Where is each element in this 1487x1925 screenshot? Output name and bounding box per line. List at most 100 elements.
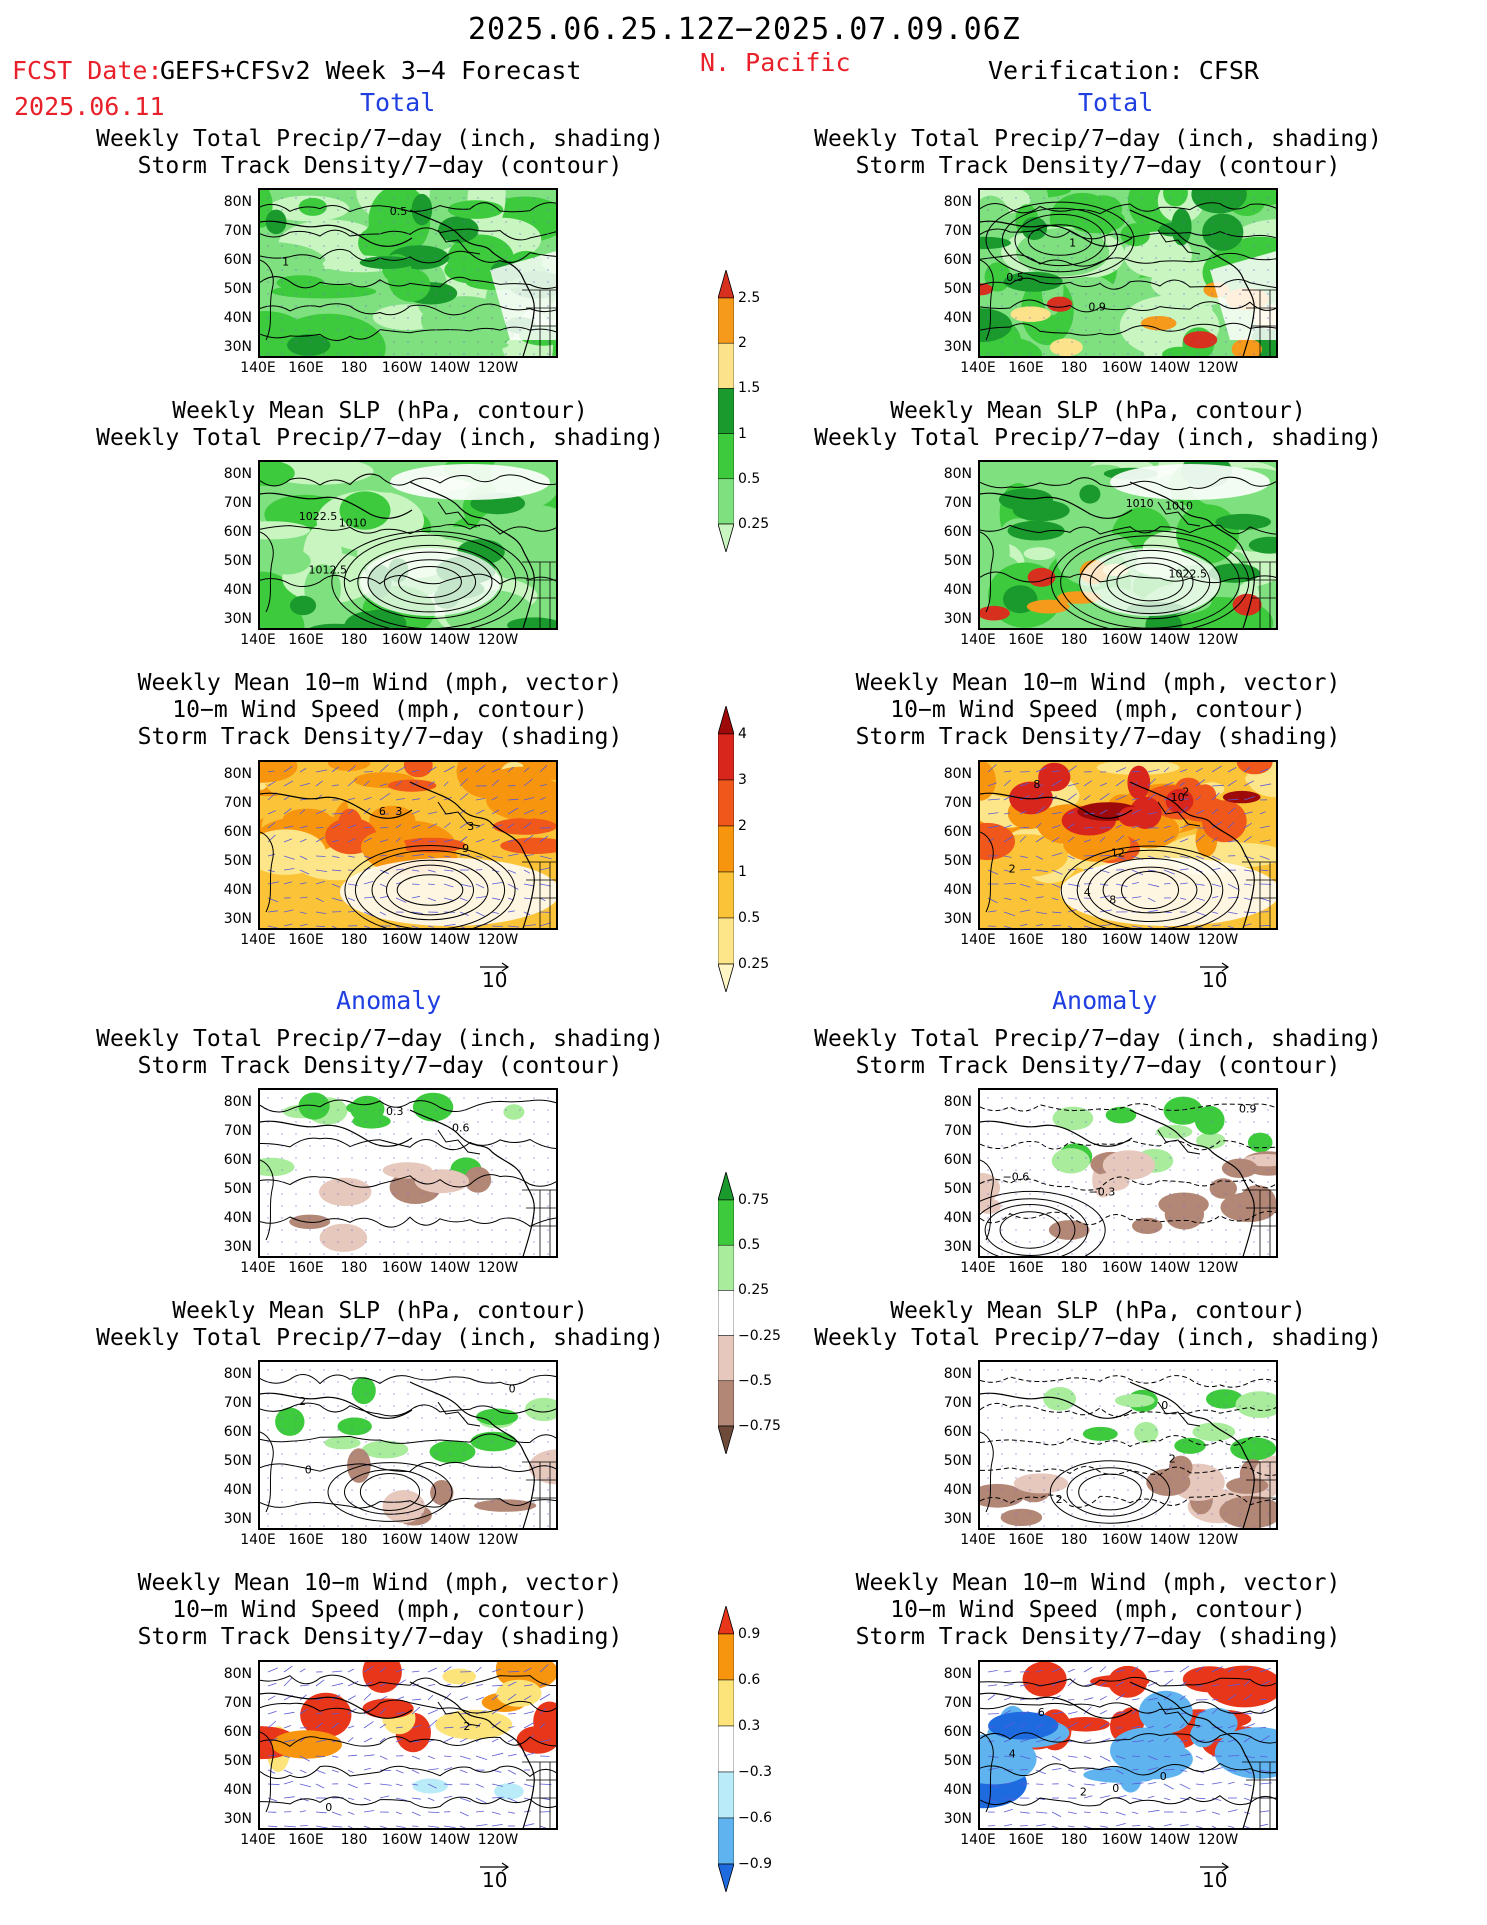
lon-label-fc-precip-total: 160E: [288, 360, 324, 376]
colorbar-storm-anomaly-label: 0.9: [738, 1626, 761, 1642]
title-wind-storm-fcst-line1: Weekly Mean 10−m Wind (mph, vector): [137, 670, 623, 696]
colorbar-precip-total-label: 0.5: [738, 470, 761, 487]
lat-label-fc-slp-total: 80N: [223, 466, 252, 482]
colorbar-precip-anomaly-label: −0.25: [738, 1327, 781, 1344]
svg-text:0.5: 0.5: [390, 205, 408, 218]
colorbar-precip-total: [717, 268, 735, 554]
lon-label-fc-slp-anom: 140W: [429, 1532, 471, 1548]
lat-label-fc-wind-anom: 50N: [223, 1753, 252, 1769]
contour-label: 9: [462, 842, 469, 855]
contour-label: 4: [1084, 886, 1091, 899]
svg-text:3: 3: [467, 820, 474, 833]
lon-label-ob-precip-anom: 120W: [1197, 1260, 1239, 1276]
colorbar-precip-total-label: 2: [738, 335, 747, 352]
title-wind-storm-obs-line2: 10−m Wind Speed (mph, contour): [890, 697, 1306, 723]
map-panel-ob-slp-anom: 2 0 2: [978, 1360, 1278, 1530]
vector-reference-arrow: [1200, 1858, 1232, 1872]
contour-label: 1022.5: [299, 510, 338, 523]
colorbar-precip-total-label: 1.5: [738, 380, 761, 397]
lon-label-ob-slp-total: 160W: [1101, 632, 1143, 648]
lat-label-fc-wind-total: 70N: [223, 795, 252, 811]
contour-label: 0.5: [390, 205, 408, 218]
lon-label-ob-wind-anom: 140E: [960, 1832, 996, 1848]
svg-text:2: 2: [1182, 786, 1189, 799]
lon-label-ob-wind-total: 120W: [1197, 932, 1239, 948]
map-svg-fc-precip-anom: 0.6 0.3: [260, 1090, 556, 1256]
contour-label: 8: [1109, 894, 1116, 907]
svg-text:0: 0: [305, 1463, 312, 1476]
lon-label-ob-precip-anom: 160E: [1008, 1260, 1044, 1276]
title-slp-precip-fcst-line1: Weekly Mean SLP (hPa, contour): [172, 398, 588, 424]
lat-label-fc-precip-total: 70N: [223, 223, 252, 239]
colorbar-storm-total-label: 0.5: [738, 910, 761, 926]
map-svg-ob-slp-anom: 2 0 2: [980, 1362, 1276, 1528]
svg-text:1010: 1010: [1126, 497, 1154, 510]
lon-label-ob-wind-total: 160W: [1101, 932, 1143, 948]
contour-label: 2: [1009, 862, 1016, 875]
map-svg-ob-slp-total: 1010 1010 1022.5: [980, 462, 1276, 628]
title-precip-storm-obs-line2: Storm Track Density/7−day (contour): [855, 153, 1341, 179]
svg-text:2: 2: [463, 1720, 470, 1733]
lat-label-ob-slp-total: 70N: [943, 495, 972, 511]
contour-label: 0.6: [452, 1122, 470, 1135]
lat-label-ob-slp-anom: 60N: [943, 1424, 972, 1440]
contour-label: 0.5: [1006, 271, 1024, 284]
lat-label-fc-wind-total: 80N: [223, 766, 252, 782]
lon-label-fc-precip-total: 180: [340, 360, 368, 376]
lon-label-ob-precip-anom: 140W: [1149, 1260, 1191, 1276]
lon-label-fc-wind-total: 140W: [429, 932, 471, 948]
map-svg-fc-wind-anom: 02: [260, 1662, 556, 1828]
lat-label-ob-wind-anom: 30N: [943, 1811, 972, 1827]
lon-label-fc-precip-total: 140E: [240, 360, 276, 376]
lat-label-fc-precip-total: 50N: [223, 281, 252, 297]
lat-label-ob-wind-anom: 40N: [943, 1782, 972, 1798]
title-wind-storm-anom-obs-line2: 10−m Wind Speed (mph, contour): [890, 1597, 1306, 1623]
title-slp-precip-anom-fcst-line2: Weekly Total Precip/7−day (inch, shading…: [96, 1325, 664, 1351]
svg-text:0.5: 0.5: [1006, 271, 1024, 284]
title-slp-precip-anom-obs-line2: Weekly Total Precip/7−day (inch, shading…: [814, 1325, 1382, 1351]
title-wind-storm-anom-fcst-line1: Weekly Mean 10−m Wind (mph, vector): [137, 1570, 623, 1596]
contour-label: 1010: [1126, 497, 1154, 510]
svg-text:2: 2: [1009, 862, 1016, 875]
lat-label-ob-precip-total: 30N: [943, 339, 972, 355]
colorbar-storm-total-label: 4: [738, 726, 747, 742]
fcst-date-label: FCST Date:: [12, 56, 163, 85]
contour-label: 1012.5: [309, 564, 348, 577]
lon-label-ob-slp-anom: 120W: [1197, 1532, 1239, 1548]
lon-label-ob-precip-anom: 160W: [1101, 1260, 1143, 1276]
title-wind-storm-anom-obs-line3: Storm Track Density/7−day (shading): [855, 1624, 1341, 1650]
map-panel-ob-precip-anom: 0.9 −0.6 −0.3: [978, 1088, 1278, 1258]
colorbar-storm-total: [717, 704, 735, 994]
svg-text:4: 4: [1084, 886, 1091, 899]
lat-label-fc-slp-anom: 60N: [223, 1424, 252, 1440]
lat-label-fc-precip-total: 40N: [223, 310, 252, 326]
lat-label-fc-precip-anom: 40N: [223, 1210, 252, 1226]
lon-label-fc-wind-anom: 140W: [429, 1832, 471, 1848]
colorbar-storm-anomaly-label: 0.6: [738, 1672, 761, 1688]
colorbar-storm-total-label: 1: [738, 864, 747, 880]
title-slp-precip-obs-line2: Weekly Total Precip/7−day (inch, shading…: [814, 425, 1382, 451]
lon-label-fc-wind-anom: 180: [340, 1832, 368, 1848]
lat-label-fc-precip-anom: 50N: [223, 1181, 252, 1197]
lat-label-fc-wind-total: 50N: [223, 853, 252, 869]
contour-label: 0: [509, 1383, 516, 1396]
lat-label-fc-precip-total: 60N: [223, 252, 252, 268]
vector-reference-value: 10: [1202, 968, 1228, 992]
lon-label-ob-wind-anom: 180: [1060, 1832, 1088, 1848]
lat-label-ob-precip-total: 50N: [943, 281, 972, 297]
lat-label-fc-precip-total: 30N: [223, 339, 252, 355]
lat-label-ob-wind-total: 50N: [943, 853, 972, 869]
map-panel-fc-precip-anom: 0.6 0.3: [258, 1088, 558, 1258]
lat-label-ob-wind-anom: 70N: [943, 1695, 972, 1711]
contour-label: 0: [305, 1463, 312, 1476]
lat-label-ob-precip-anom: 80N: [943, 1094, 972, 1110]
map-svg-ob-precip-anom: 0.9 −0.6 −0.3: [980, 1090, 1276, 1256]
lat-label-ob-wind-total: 40N: [943, 882, 972, 898]
lon-label-ob-slp-anom: 140E: [960, 1532, 996, 1548]
svg-text:−0.3: −0.3: [1089, 1185, 1116, 1198]
lat-label-fc-precip-anom: 60N: [223, 1152, 252, 1168]
lon-label-ob-slp-total: 140W: [1149, 632, 1191, 648]
lat-label-fc-precip-anom: 70N: [223, 1123, 252, 1139]
contour-label: 1: [282, 256, 289, 269]
contour-label: 2: [299, 1395, 306, 1408]
